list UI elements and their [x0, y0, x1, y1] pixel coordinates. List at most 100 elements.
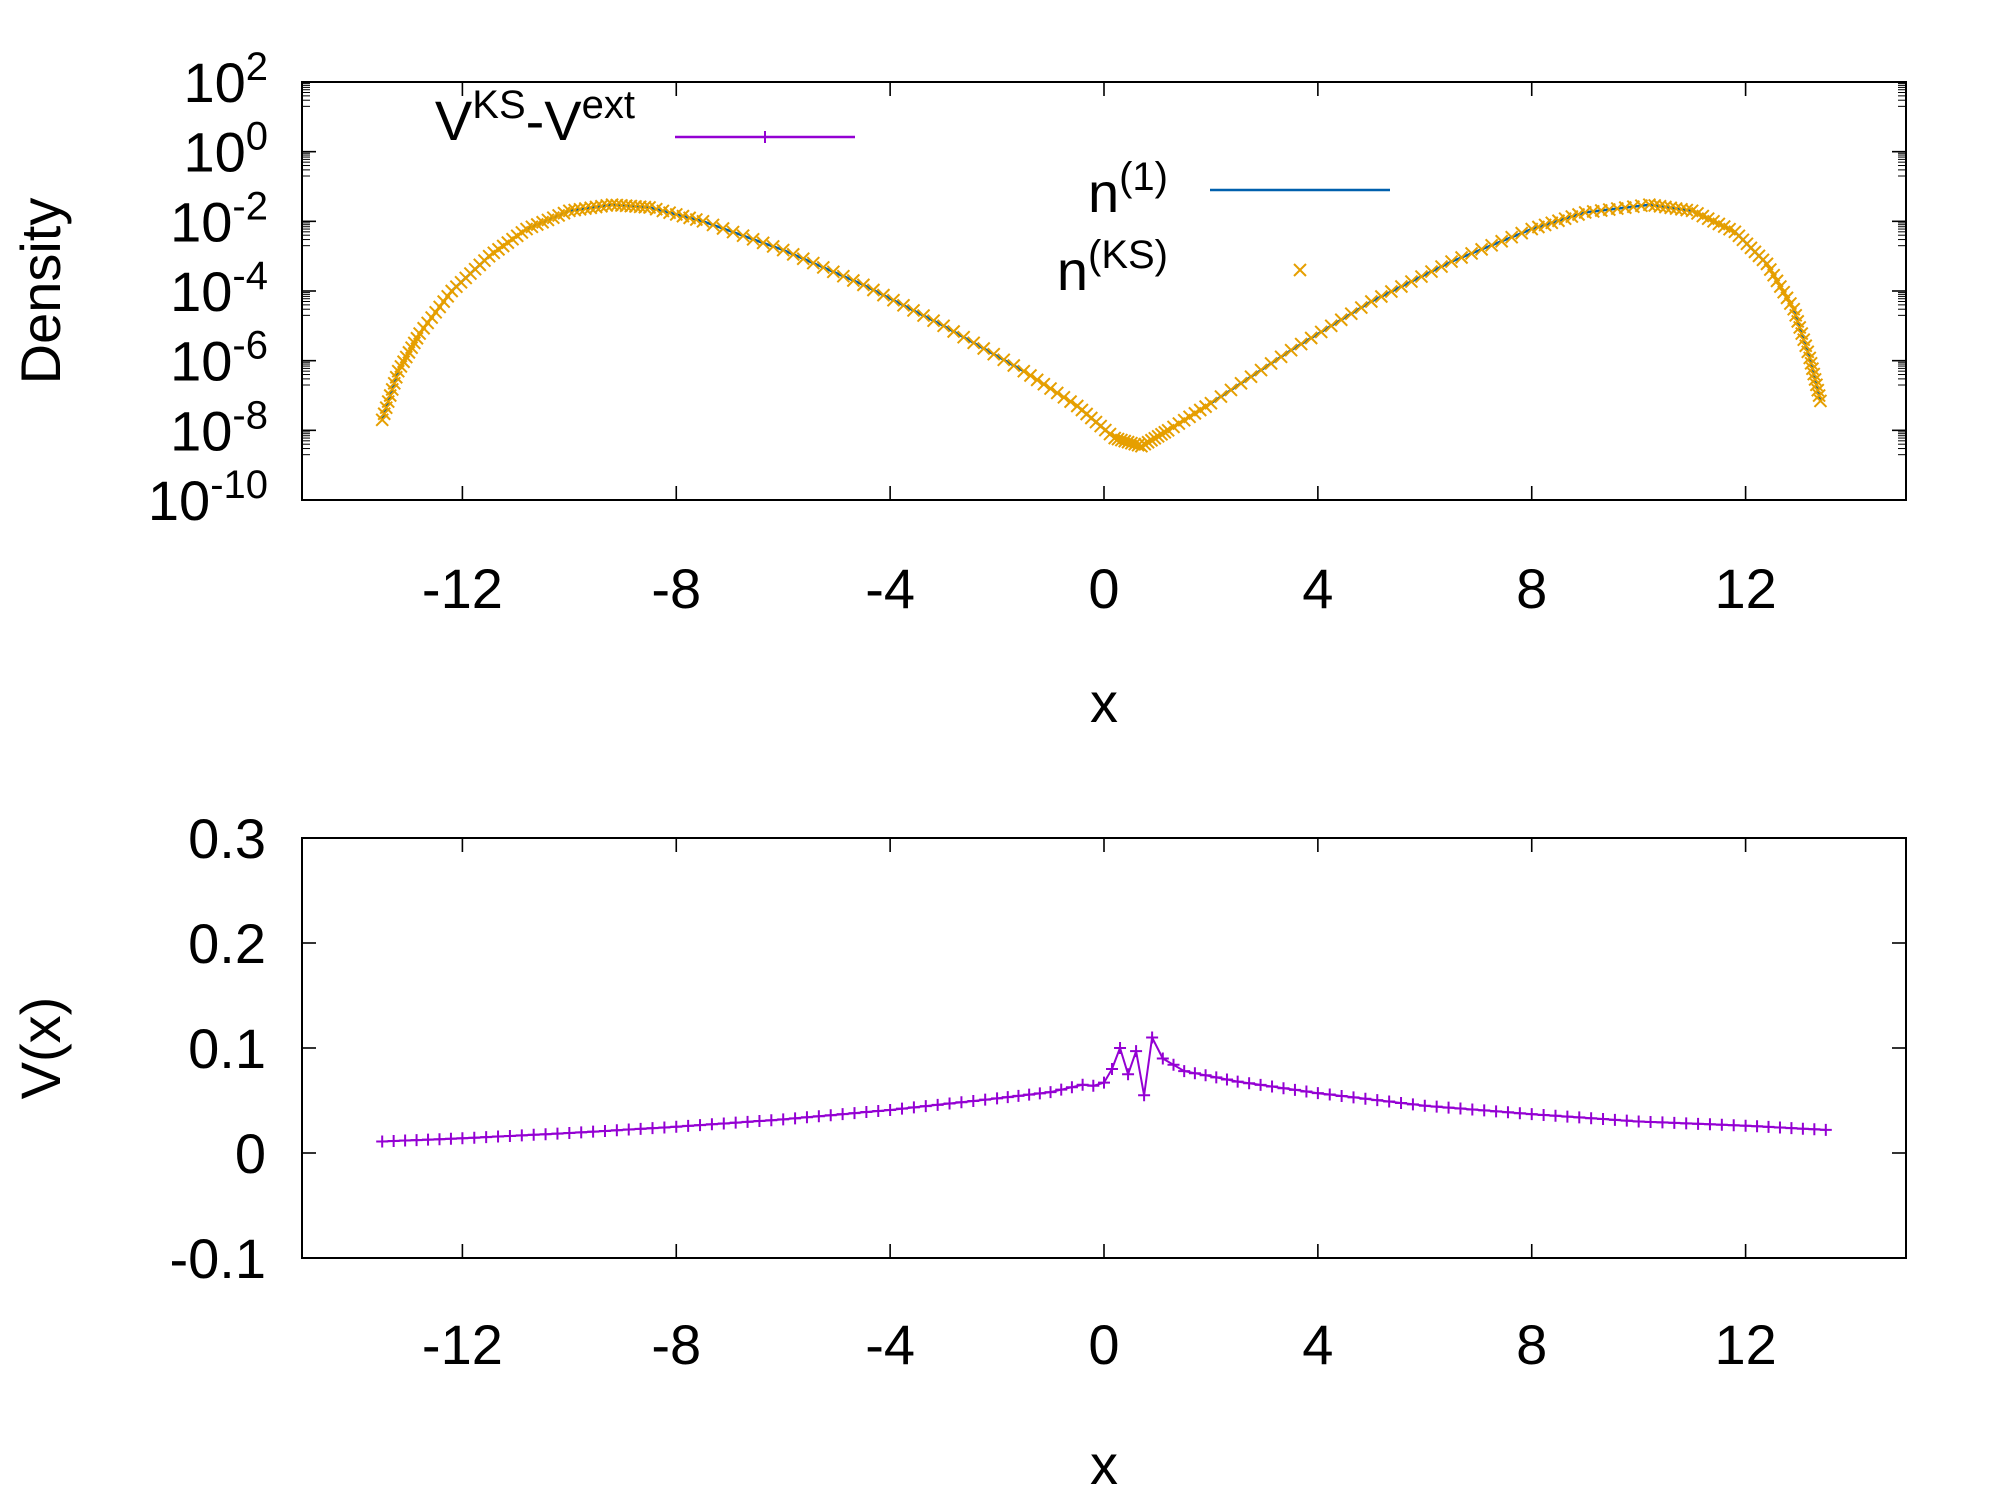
potential-vks-vext-point [682, 1119, 695, 1132]
potential-vks-vext-point [1383, 1095, 1396, 1108]
potential-vks-vext-point [943, 1097, 956, 1110]
potential-vks-vext-point [1138, 1089, 1151, 1102]
density-nks-point [916, 308, 931, 323]
density-nks-point [1304, 331, 1318, 345]
density-nks-point [1454, 250, 1469, 265]
legend-n1-label: n(1) [1088, 155, 1168, 224]
potential-vks-vext-point [376, 1135, 389, 1148]
potential-panel: -12 -8 -4 0 4 8 12 0.3 0.2 0.1 0 -0.1 x V(x) [9, 807, 1907, 1496]
density-nks-point [1653, 199, 1667, 213]
potential-vks-vext-point [848, 1107, 861, 1120]
density-x-axis-label: x [1090, 671, 1118, 734]
potential-vks-vext-point [1146, 1031, 1159, 1044]
density-nks-point [1404, 274, 1419, 289]
density-nks-point [976, 341, 991, 356]
density-nks-point [594, 199, 609, 213]
potential-vks-vext-point [456, 1132, 469, 1145]
potential-vks-vext-point [765, 1114, 778, 1127]
density-nks-point [1464, 246, 1479, 261]
density-nks-point [1344, 306, 1358, 321]
density-nks-point [562, 204, 577, 218]
potential-vks-vext-point [492, 1130, 505, 1143]
density-nks-point [1214, 389, 1228, 404]
potential-vks-vext-point [1012, 1089, 1025, 1102]
potential-x-tick-label: 8 [1516, 1313, 1547, 1376]
density-nks-point [1664, 201, 1678, 215]
potential-vks-vext-point [1418, 1099, 1431, 1112]
potential-vks-vext-point [1243, 1077, 1256, 1090]
potential-vks-vext-point [1098, 1076, 1110, 1089]
density-nks-point [956, 330, 971, 344]
potential-vks-vext-point [907, 1101, 920, 1114]
potential-vks-vext-point [1466, 1103, 1479, 1116]
potential-vks-vext-point [1808, 1123, 1821, 1136]
density-nks-point [696, 214, 710, 229]
density-nks-point [1244, 369, 1258, 384]
potential-vks-vext-point [1442, 1101, 1455, 1114]
density-nks-point [638, 200, 652, 214]
potential-vks-vext-point [539, 1128, 552, 1141]
density-nks-point [846, 273, 861, 288]
potential-series [376, 1031, 1832, 1148]
potential-vks-vext-point [1023, 1088, 1036, 1101]
density-nks-point [997, 353, 1011, 367]
potential-vks-vext-point [1537, 1108, 1550, 1121]
potential-vks-vext-point [1549, 1109, 1562, 1122]
potential-vks-vext-point [1167, 1058, 1180, 1071]
density-x-tick-label: 8 [1516, 557, 1547, 620]
potential-vks-vext-point [587, 1125, 600, 1138]
potential-vks-vext-point [563, 1127, 576, 1140]
potential-vks-vext-point [860, 1106, 873, 1119]
density-nks-point [1314, 325, 1328, 339]
potential-vks-vext-point [1608, 1113, 1621, 1126]
density-nks-point [600, 198, 614, 213]
potential-plot-frame [301, 837, 1907, 1259]
potential-vks-vext-point [1727, 1119, 1740, 1132]
potential-vks-vext-point [1561, 1110, 1574, 1123]
potential-vks-vext-point [1597, 1113, 1610, 1126]
potential-vks-vext-point [1644, 1115, 1657, 1128]
density-nks-point [1658, 200, 1673, 214]
potential-vks-vext-point [670, 1120, 683, 1133]
potential-vks-vext-point [1335, 1089, 1348, 1102]
potential-vks-vext-point [1371, 1094, 1384, 1107]
density-y-tick-label: 100 [183, 115, 268, 184]
density-x-tick-label: -12 [422, 557, 503, 620]
potential-vks-vext-point [872, 1105, 885, 1117]
density-nks-point [776, 243, 790, 257]
density-nks-point [1515, 226, 1529, 240]
potential-vks-vext-point [1573, 1111, 1586, 1124]
potential-vks-vext-point [1220, 1073, 1233, 1086]
potential-vks-vext-point [515, 1129, 528, 1142]
potential-vks-vext-point [1300, 1085, 1313, 1098]
potential-vks-vext-point [705, 1118, 718, 1131]
potential-vks-vext-point [1114, 1042, 1127, 1054]
potential-vks-vext-point [955, 1096, 968, 1109]
density-nks-point [1334, 313, 1348, 327]
potential-vks-vext-point [1323, 1088, 1336, 1101]
density-nks-point [716, 221, 730, 236]
density-nks-point [1642, 198, 1657, 212]
density-nks-point [1669, 201, 1683, 216]
density-nks-point [1224, 383, 1238, 397]
density-nks-point [1494, 234, 1509, 248]
potential-vks-vext-line [382, 1034, 1826, 1143]
potential-vks-vext-point [1513, 1107, 1526, 1120]
density-nks-point [589, 200, 603, 214]
density-nks-point [1444, 254, 1459, 269]
potential-vks-vext-point [1106, 1063, 1119, 1075]
potential-vks-vext-point [399, 1134, 412, 1147]
density-nks-point [1680, 203, 1694, 217]
potential-vks-vext-point [1231, 1075, 1244, 1088]
density-y-tick-label: 102 [183, 45, 268, 114]
potential-vks-vext-point [1773, 1121, 1786, 1134]
potential-vks-vext-point [1156, 1052, 1169, 1065]
potential-vks-vext-point [610, 1124, 623, 1137]
legend-nks-label: n(KS) [1057, 233, 1168, 302]
potential-vks-vext-point [1692, 1117, 1705, 1130]
potential-vks-vext-point [1430, 1100, 1443, 1113]
potential-vks-vext-point [444, 1132, 457, 1145]
density-nks-point [736, 228, 750, 243]
potential-y-tick-label: -0.1 [170, 1227, 267, 1290]
potential-vks-vext-point [777, 1113, 790, 1126]
